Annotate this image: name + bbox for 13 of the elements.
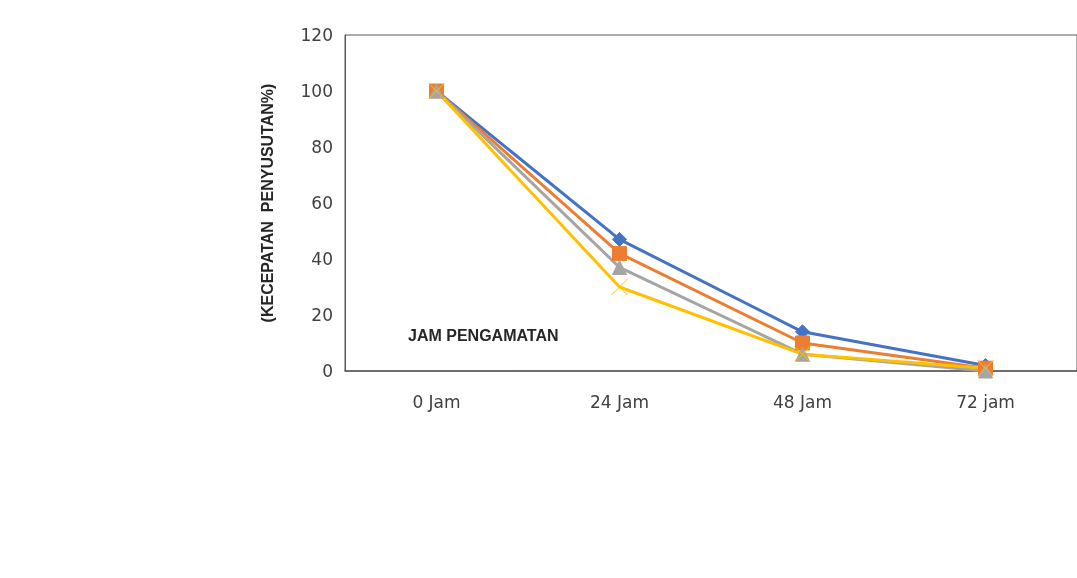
x-tick-label: 0 Jam — [412, 391, 461, 412]
y-tick-label: 120 — [300, 25, 333, 45]
x-tick-label: 24 Jam — [589, 391, 650, 412]
y-tick-label: 40 — [311, 249, 333, 269]
y-tick-label: 100 — [300, 81, 333, 101]
y-tick-label: 0 — [322, 361, 333, 381]
y-tick-label: 80 — [311, 137, 333, 157]
y-axis-title: (KECEPATAN PENYUSUTAN%) — [258, 83, 276, 323]
annotation: JAM PENGAMATAN — [408, 326, 559, 344]
x-tick-label: 72 jam — [956, 391, 1015, 412]
y-tick-label: 60 — [311, 193, 333, 213]
x-tick-label: 48 Jam — [772, 391, 833, 412]
y-tick-label: 20 — [311, 305, 333, 325]
